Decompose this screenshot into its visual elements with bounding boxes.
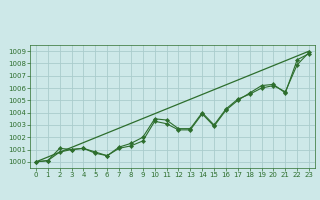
Text: Graphe pression niveau de la mer (hPa): Graphe pression niveau de la mer (hPa) — [58, 182, 262, 191]
